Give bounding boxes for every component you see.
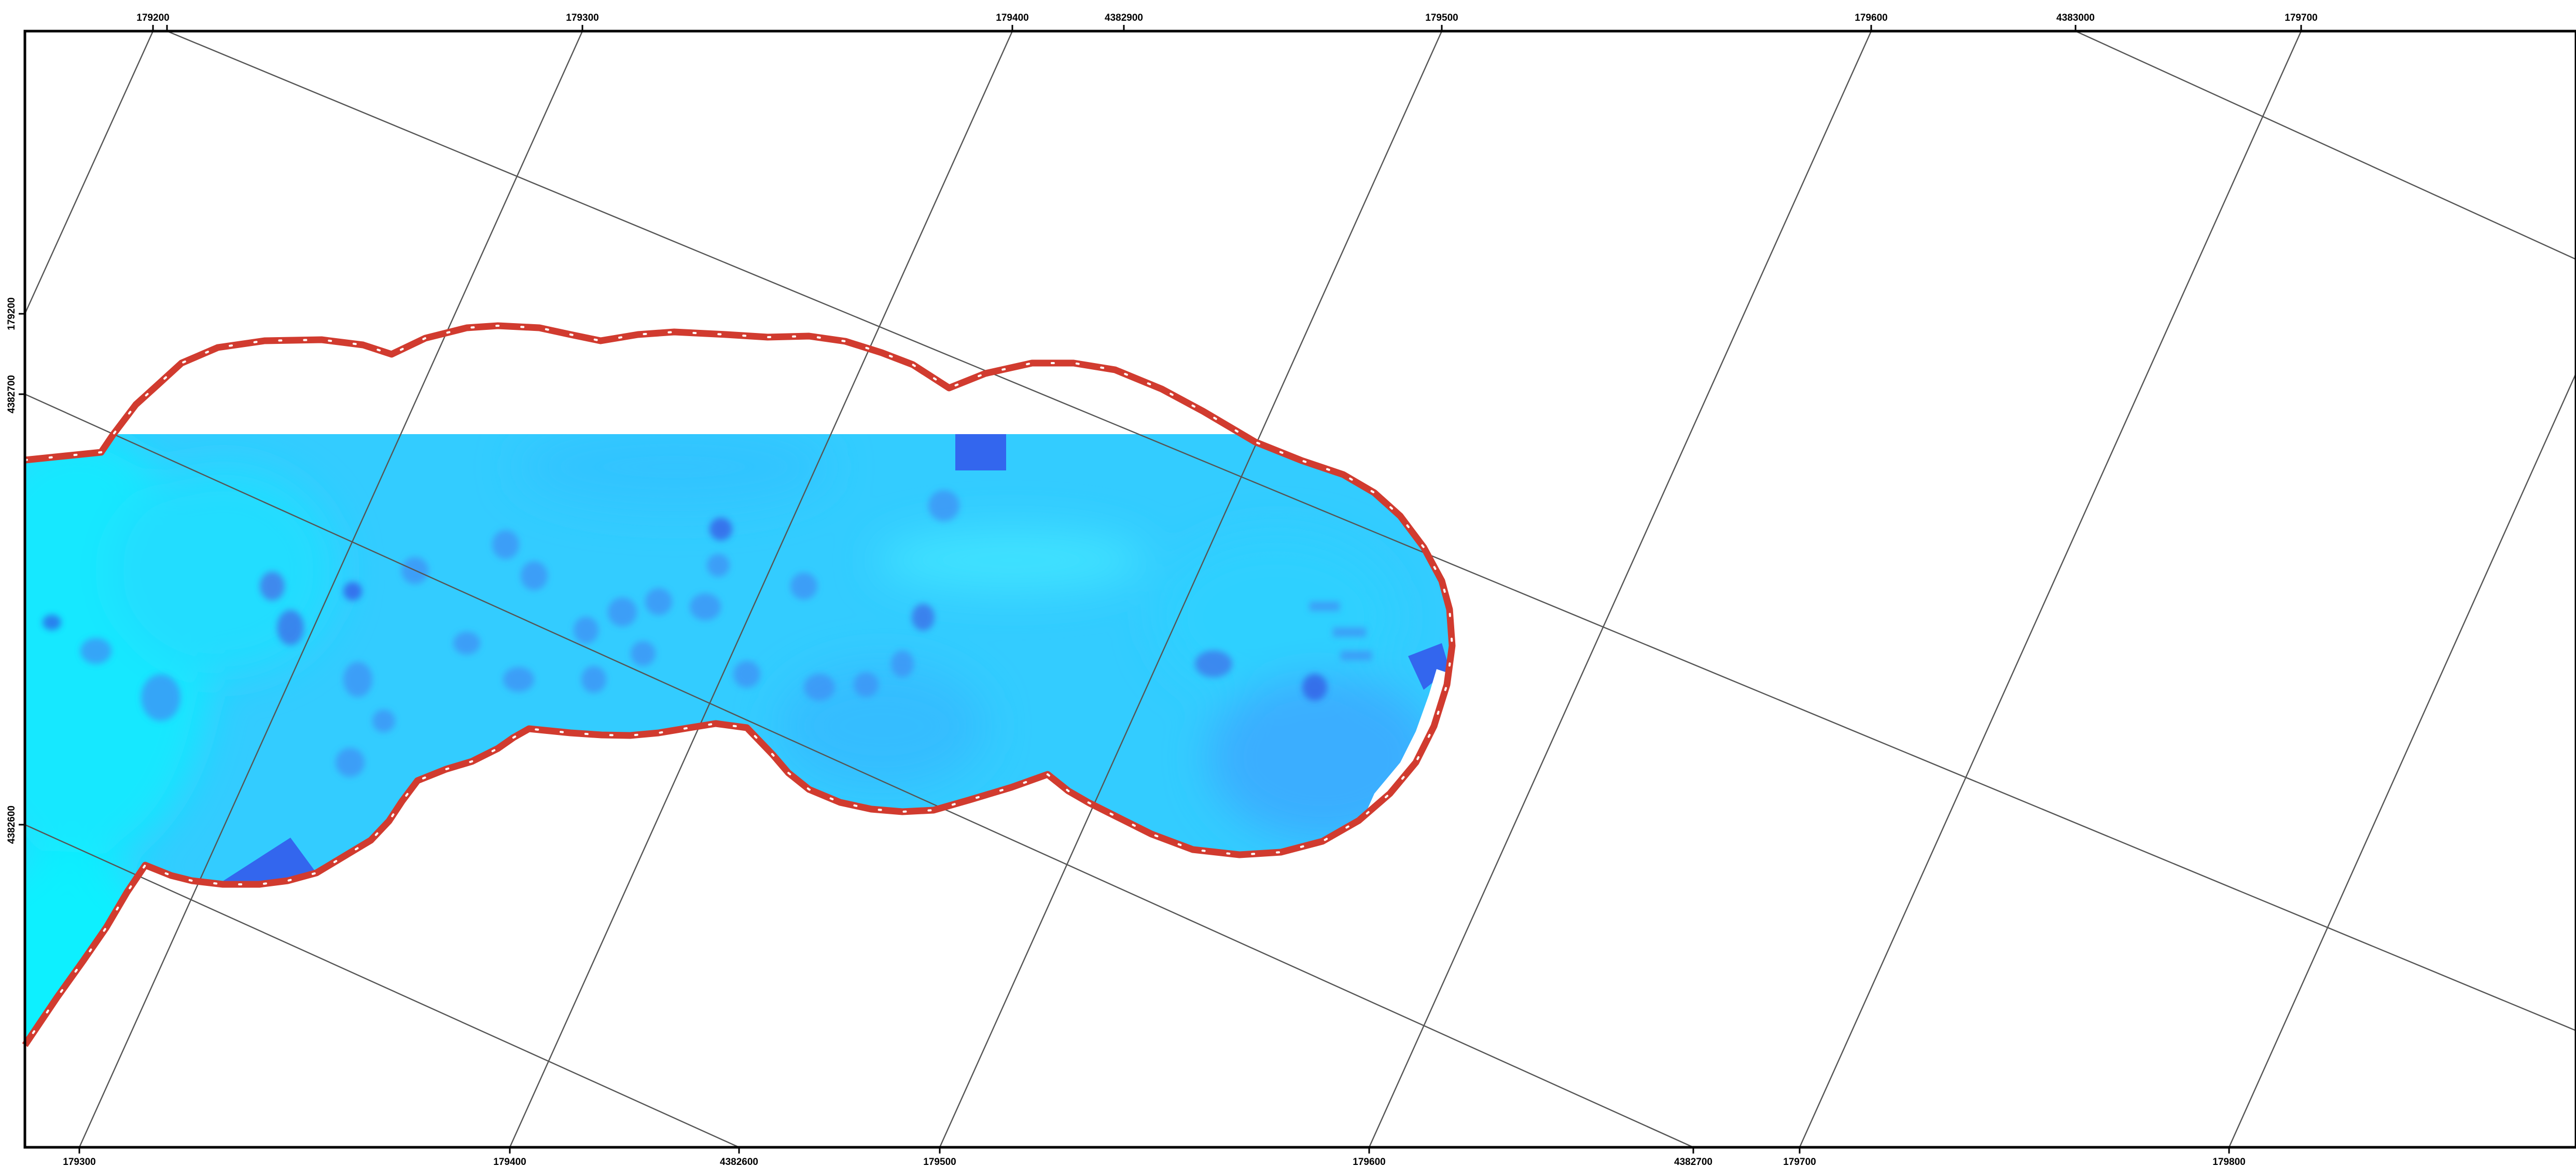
- grid-line-y-4382600: [25, 824, 740, 1147]
- grid-line-x-179200: [25, 31, 154, 314]
- raster-dark-corner: [218, 838, 316, 884]
- raster-dark-block: [955, 434, 1006, 470]
- left-tick-label: 4382700: [6, 375, 17, 413]
- top-tick-label: 179200: [136, 12, 169, 23]
- raster-nodata-gap: [1364, 669, 1452, 817]
- bottom-tick-label: 4382600: [720, 1157, 758, 1167]
- grid-line-x-179400: [509, 31, 1013, 1147]
- grid-line-x-179800: [2228, 373, 2576, 1147]
- left-tick-label: 4382600: [6, 805, 17, 844]
- bottom-tick-label: 179800: [2212, 1157, 2245, 1167]
- grid-line-y-4383000: [2075, 31, 2576, 260]
- top-tick-label: 179600: [1855, 12, 1887, 23]
- boundary-dashes: [24, 324, 1454, 1046]
- bottom-tick-label: 179700: [1783, 1157, 1816, 1167]
- map-frame: [23, 30, 2576, 1149]
- grid-line-x-179500: [939, 31, 1443, 1147]
- left-tick-labels: 179200 4382700 4382600: [6, 297, 17, 844]
- grid-line-x-179600: [1368, 31, 1872, 1147]
- top-tick-label: 179700: [2285, 12, 2317, 23]
- grid-line-y-4382700: [25, 393, 1694, 1147]
- top-tick-label: 179400: [996, 12, 1028, 23]
- bottom-tick-label: 179400: [493, 1157, 526, 1167]
- bottom-tick-label: 179300: [63, 1157, 95, 1167]
- grid-line-x-179700: [1799, 31, 2302, 1147]
- top-tick-label: 4382900: [1105, 12, 1143, 23]
- raster-features: [43, 490, 1372, 777]
- bottom-tick-labels: 179300 179400 4382600 179500 179600 4382…: [63, 1157, 2245, 1167]
- left-tick-label: 179200: [6, 297, 17, 330]
- bottom-tick-label: 4382700: [1674, 1157, 1712, 1167]
- top-tick-label: 179500: [1425, 12, 1458, 23]
- study-area-boundary: [22, 322, 1456, 1047]
- bottom-tick-label: 179600: [1353, 1157, 1385, 1167]
- grid-line-x-179300: [78, 31, 583, 1147]
- coordinate-grid: [25, 31, 2576, 1147]
- top-tick-label: 4383000: [2056, 12, 2095, 23]
- frame-ticks: [19, 25, 2302, 1154]
- bottom-tick-label: 179500: [923, 1157, 956, 1167]
- grid-line-y-4382900: [166, 31, 2576, 1032]
- raster-dark-edge: [1408, 643, 1450, 690]
- top-tick-labels: 179200 179300 179400 4382900 179500 1796…: [136, 12, 2317, 23]
- top-tick-label: 179300: [566, 12, 598, 23]
- raster-nodata-top: [25, 326, 1452, 434]
